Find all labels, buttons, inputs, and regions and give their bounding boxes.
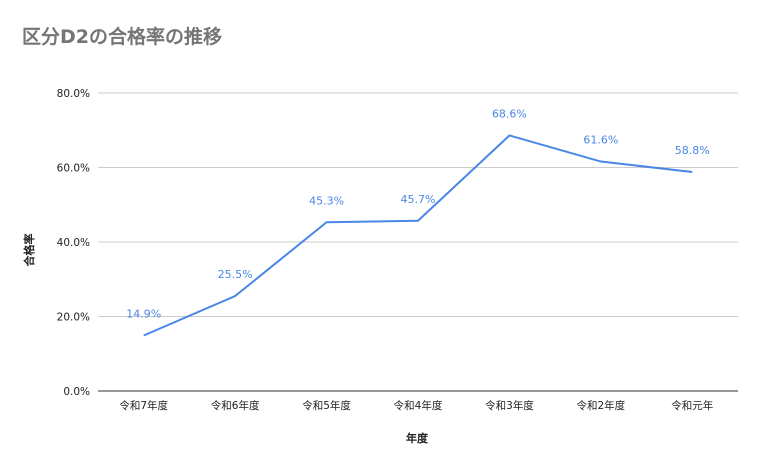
x-tick-label: 令和4年度 (394, 399, 443, 412)
y-tick-label: 60.0% (57, 163, 90, 175)
data-label: 14.9% (126, 307, 161, 320)
x-tick-label: 令和6年度 (211, 399, 260, 412)
data-label: 45.7% (401, 193, 436, 206)
x-tick-labels: 令和7年度 令和6年度 令和5年度 令和4年度 令和3年度 令和2年度 令和元年 (119, 399, 713, 412)
x-tick-label: 令和3年度 (485, 399, 534, 412)
y-tick-label: 80.0% (57, 88, 90, 100)
series-line (143, 134, 693, 337)
data-labels: 14.9% 25.5% 45.3% 45.7% 68.6% 61.6% 58.8% (126, 107, 710, 320)
x-tick-label: 令和7年度 (119, 399, 168, 412)
data-label: 25.5% (218, 268, 253, 281)
data-label: 58.8% (675, 144, 710, 157)
chart-title: 区分D2の合格率の推移 (22, 26, 222, 48)
x-tick-label: 令和2年度 (577, 399, 626, 412)
y-tick-label: 20.0% (57, 312, 90, 324)
data-label: 68.6% (492, 107, 527, 120)
y-tick-label: 40.0% (57, 237, 90, 249)
y-tick-label: 0.0% (63, 386, 90, 398)
data-label: 45.3% (309, 194, 344, 207)
data-label: 61.6% (583, 134, 618, 147)
x-axis-label: 年度 (406, 431, 429, 445)
x-tick-label: 令和元年 (671, 399, 713, 412)
gridlines (98, 92, 738, 392)
y-tick-labels: 0.0% 20.0% 40.0% 60.0% 80.0% (57, 88, 90, 398)
y-axis-label: 合格率 (22, 234, 36, 267)
x-tick-label: 令和5年度 (302, 399, 351, 412)
